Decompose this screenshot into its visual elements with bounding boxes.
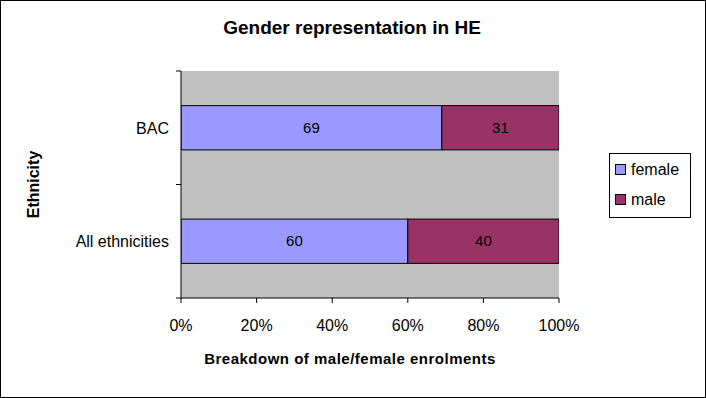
- data-label: 60: [286, 232, 303, 249]
- legend-label: male: [631, 191, 666, 208]
- x-tick-label: 0%: [169, 317, 192, 334]
- x-axis: [181, 298, 559, 299]
- legend-swatch: [616, 195, 626, 205]
- data-label: 31: [492, 119, 509, 136]
- data-labels: 69 31 60 40: [286, 119, 509, 250]
- x-tick: [181, 298, 182, 303]
- legend-label: female: [631, 161, 679, 178]
- category-label: BAC: [136, 120, 169, 137]
- bar: [181, 106, 442, 150]
- legend-swatch: [616, 165, 626, 175]
- category-tick: [176, 71, 181, 72]
- chart: Gender representation in HE 69 31 60 40 BAC Al…: [0, 0, 706, 398]
- title: Gender representation in HE: [223, 17, 481, 38]
- y-axis-label: Ethnicity: [25, 151, 42, 219]
- x-tick-label: 40%: [316, 317, 348, 334]
- category-tick: [176, 298, 181, 299]
- data-label: 40: [475, 232, 492, 249]
- legend-frame: [610, 154, 691, 218]
- x-tick: [332, 298, 333, 303]
- plot-area: [181, 71, 559, 298]
- chart-frame: [1, 1, 706, 398]
- bar: [408, 219, 559, 263]
- bars: [181, 106, 559, 264]
- category-label: All ethnicities: [76, 233, 169, 250]
- x-tick-label: 80%: [467, 317, 499, 334]
- x-tick-label: 100%: [539, 317, 580, 334]
- bar: [181, 219, 408, 263]
- x-tick: [256, 298, 257, 303]
- bar: [442, 106, 559, 150]
- x-tick-label: 20%: [241, 317, 273, 334]
- x-axis-label: Breakdown of male/female enrolments: [204, 350, 496, 367]
- legend: female male: [610, 154, 691, 218]
- x-tick: [559, 298, 560, 303]
- data-label: 69: [303, 119, 320, 136]
- x-tick: [407, 298, 408, 303]
- category-tick: [176, 184, 181, 185]
- x-tick-label: 60%: [392, 317, 424, 334]
- x-tick: [483, 298, 484, 303]
